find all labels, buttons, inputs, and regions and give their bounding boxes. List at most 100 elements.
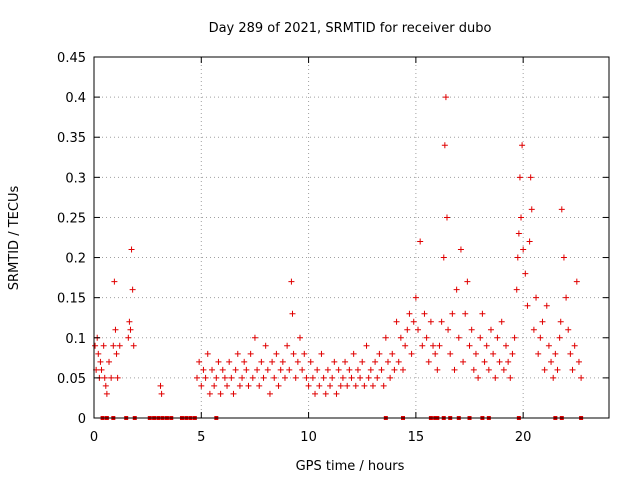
data-point [262, 342, 269, 349]
data-point [515, 230, 522, 237]
data-point [530, 326, 537, 333]
data-point [224, 382, 231, 389]
data-point [505, 358, 512, 365]
data-point [410, 318, 417, 325]
data-point [397, 334, 404, 341]
data-point [209, 366, 216, 373]
data-point [449, 310, 456, 317]
data-point [303, 374, 310, 381]
data-point [206, 390, 213, 397]
data-point [232, 366, 239, 373]
data-point [361, 382, 368, 389]
data-point [215, 358, 222, 365]
data-point [393, 318, 400, 325]
data-point [556, 334, 563, 341]
data-point [113, 350, 120, 357]
data-point [116, 342, 123, 349]
data-point [451, 366, 458, 373]
data-point [441, 142, 448, 149]
data-point [239, 374, 246, 381]
data-point [299, 366, 306, 373]
data-point [100, 342, 107, 349]
data-point [427, 318, 434, 325]
data-point [114, 374, 121, 381]
y-tick-label: 0.1 [65, 332, 86, 347]
data-point [457, 246, 464, 253]
data-point [200, 366, 207, 373]
data-point [419, 342, 426, 349]
x-tick-label: 5 [197, 430, 205, 445]
data-point [127, 326, 134, 333]
data-point [318, 350, 325, 357]
data-point [527, 174, 534, 181]
data-point [479, 310, 486, 317]
data-point [337, 382, 344, 389]
data-point [335, 366, 342, 373]
data-point [443, 214, 450, 221]
data-point [211, 382, 218, 389]
data-point [367, 366, 374, 373]
data-point [301, 350, 308, 357]
data-point [95, 350, 102, 357]
data-point [434, 366, 441, 373]
data-point [380, 382, 387, 389]
data-point [571, 342, 578, 349]
data-point [320, 374, 327, 381]
data-point [110, 342, 117, 349]
data-point [438, 318, 445, 325]
data-point [98, 366, 105, 373]
y-tick-label: 0.2 [65, 252, 86, 267]
data-point [440, 254, 447, 261]
x-tick-label: 15 [408, 430, 425, 445]
data-point [281, 374, 288, 381]
data-point [477, 334, 484, 341]
data-point [558, 206, 565, 213]
data-point [251, 334, 258, 341]
data-point [312, 390, 319, 397]
data-point [557, 318, 564, 325]
data-point [554, 366, 561, 373]
data-point [217, 390, 224, 397]
data-point [290, 350, 297, 357]
data-point [202, 374, 209, 381]
data-point [487, 326, 494, 333]
data-point [485, 366, 492, 373]
data-point [307, 358, 314, 365]
data-point [226, 358, 233, 365]
data-point [354, 366, 361, 373]
data-point [539, 318, 546, 325]
data-point [455, 334, 462, 341]
data-point [423, 334, 430, 341]
data-point [442, 94, 449, 101]
data-point [498, 318, 505, 325]
y-tick-label: 0 [78, 412, 86, 427]
data-point [578, 374, 585, 381]
data-point [230, 390, 237, 397]
data-point [490, 350, 497, 357]
data-point [359, 358, 366, 365]
y-tick-label: 0.15 [57, 292, 86, 307]
data-point [344, 382, 351, 389]
data-point [322, 390, 329, 397]
data-point [425, 358, 432, 365]
data-point [324, 366, 331, 373]
data-point [389, 350, 396, 357]
data-point [348, 374, 355, 381]
data-point [507, 374, 514, 381]
data-point [395, 358, 402, 365]
data-point [264, 366, 271, 373]
x-axis-label: GPS time / hours [296, 459, 405, 474]
data-point [92, 342, 99, 349]
data-point [258, 358, 265, 365]
data-point [247, 350, 254, 357]
ticks-layer: 0 0.05 0.1 0.15 0.2 0.25 0.3 0.35 0.4 0.45 0 5 10 15 2… [57, 51, 609, 445]
data-point [535, 350, 542, 357]
data-point [563, 294, 570, 301]
data-point [339, 374, 346, 381]
data-point [275, 382, 282, 389]
data-point [404, 326, 411, 333]
data-point [378, 366, 385, 373]
data-point [483, 342, 490, 349]
data-point [374, 374, 381, 381]
data-point [342, 358, 349, 365]
